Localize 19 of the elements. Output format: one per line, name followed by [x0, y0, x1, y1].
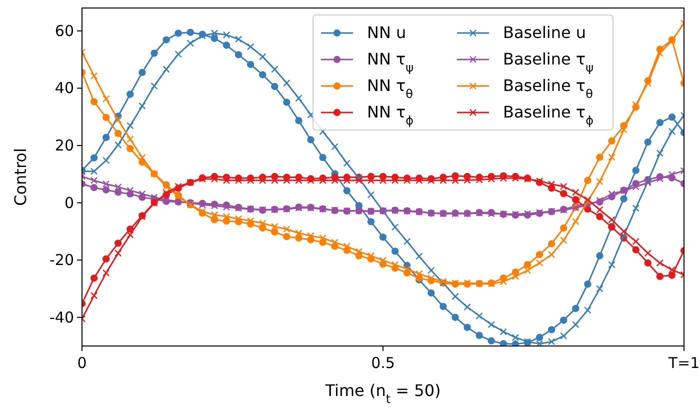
legend-label: Baseline τ$_{ψ}$ — [503, 50, 594, 74]
legend-label: Baseline τ$_{θ}$ — [503, 76, 593, 101]
legend-label: Baseline τ$_{ϕ}$ — [503, 102, 594, 128]
y-tick-label: 40 — [54, 79, 74, 98]
legend-label: NN τ$_{ψ}$ — [367, 50, 414, 74]
y-axis-title: Control — [11, 148, 30, 206]
y-tick-label: -20 — [50, 251, 74, 270]
y-tick-label: 0 — [64, 194, 74, 212]
x-tick-label: 0 — [77, 354, 87, 372]
legend-label: NN τ$_{ϕ}$ — [367, 102, 414, 128]
legend-label: Baseline u — [503, 23, 586, 42]
y-tick-label: -40 — [50, 308, 74, 326]
x-axis-title: Time (n$_{t}$ = 50) — [324, 381, 441, 406]
legend-label: NN u — [367, 23, 406, 42]
x-tick-label: 0.5 — [371, 354, 395, 372]
x-tick-label: T=1 — [667, 354, 700, 372]
y-tick-label: 20 — [54, 136, 74, 154]
y-tick-label: 60 — [54, 22, 74, 40]
legend-label: NN τ$_{θ}$ — [367, 76, 413, 101]
